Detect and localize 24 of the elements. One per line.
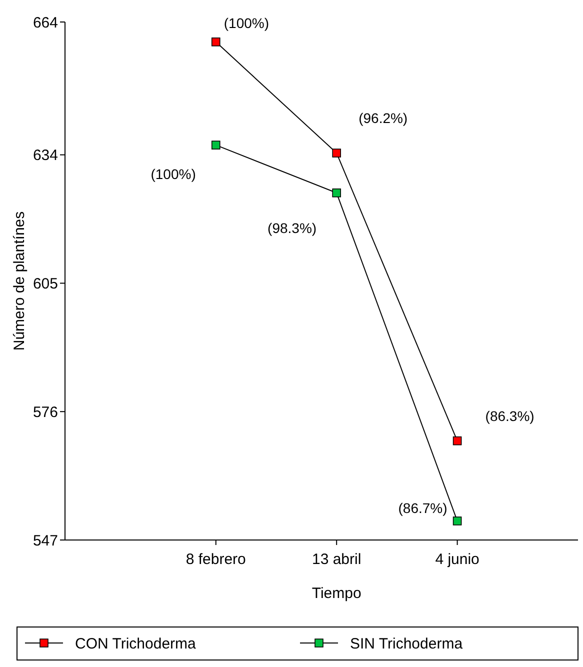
annotation: (100%) [150, 166, 196, 182]
x-tick-label: 8 febrero [186, 551, 246, 568]
y-tick-label: 634 [32, 147, 58, 164]
annotation: (96.2%) [358, 110, 408, 126]
y-tick-label: 605 [32, 275, 58, 292]
annotation: (86.7%) [398, 500, 448, 516]
x-tick-label: 4 junio [435, 551, 480, 568]
x-axis-title: Tiempo [312, 585, 362, 602]
annotation: (98.3%) [268, 220, 317, 236]
point [211, 38, 220, 46]
legend-label: CON Trichoderma [75, 635, 197, 652]
point [452, 516, 462, 526]
y-tick-label: 664 [32, 14, 58, 32]
legend-label: SIN Trichoderma [350, 635, 464, 652]
point [332, 188, 341, 198]
y-tick-label: 576 [32, 404, 58, 421]
annotation: (100%) [224, 14, 270, 31]
annotation: (86.3%) [485, 408, 534, 424]
y-axis-title: Número de plantínes [11, 211, 28, 351]
y-tick-label: 547 [32, 532, 58, 550]
point [332, 148, 341, 158]
x-tick-label: 13 abril [312, 551, 362, 568]
point [211, 140, 220, 150]
point [452, 436, 462, 446]
